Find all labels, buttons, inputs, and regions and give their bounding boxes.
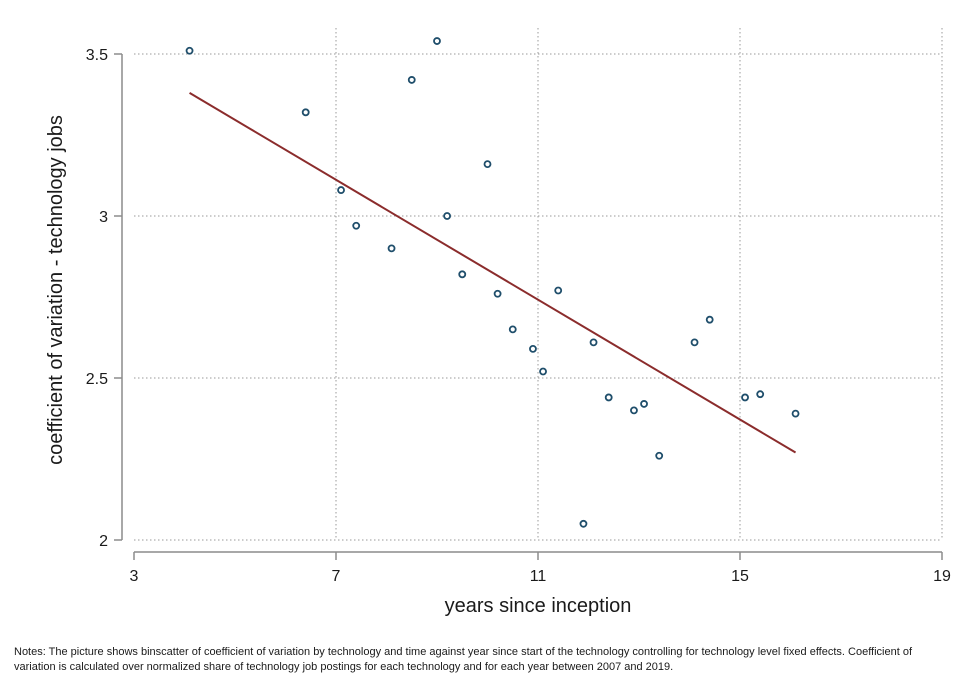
fit-line-group	[189, 92, 797, 454]
scatter-point	[791, 409, 800, 418]
scatter-point	[407, 76, 416, 84]
axes: 2 2.5 3 3.5 3 7 11 15 19	[86, 47, 951, 585]
scatter-point	[579, 519, 588, 528]
y-tick-label: 3	[99, 209, 108, 226]
x-tick-label: 7	[332, 568, 341, 585]
scatter-point	[554, 286, 563, 295]
scatter-point	[604, 393, 613, 402]
x-tick-label: 3	[130, 568, 139, 585]
scatter-point	[387, 244, 396, 253]
scatter-point	[458, 270, 467, 279]
scatter-point	[337, 186, 345, 194]
scatter-point	[690, 338, 699, 347]
scatter-point	[655, 451, 664, 460]
scatter-point	[352, 221, 361, 230]
scatter-point	[630, 406, 638, 415]
scatter-point	[301, 108, 310, 117]
x-axis-title: years since inception	[445, 595, 632, 617]
x-tick-label: 15	[731, 568, 749, 585]
scatter-point	[640, 400, 648, 408]
scatter-point	[443, 212, 452, 220]
scatter-point	[705, 315, 714, 324]
points-group	[185, 37, 800, 528]
notes-text: Notes: The picture shows binscatter of c…	[14, 646, 913, 673]
scatter-point	[589, 338, 598, 347]
scatter-point	[756, 390, 765, 399]
scatter-point	[529, 344, 537, 353]
scatter-point	[508, 325, 517, 334]
y-tick-label: 3.5	[86, 47, 108, 64]
y-tick-label: 2.5	[86, 371, 108, 388]
scatter-point	[433, 37, 441, 45]
scatter-point	[493, 289, 502, 298]
grid	[134, 28, 943, 541]
x-tick-label: 19	[933, 568, 951, 585]
y-tick-label: 2	[99, 533, 108, 550]
fit-line	[189, 92, 797, 454]
scatter-point	[483, 160, 492, 169]
x-tick-label: 11	[530, 568, 547, 585]
scatter-point	[539, 367, 547, 376]
scatter-point	[741, 393, 749, 402]
scatter-point	[185, 46, 194, 55]
chart: 2 2.5 3 3.5 3 7 11 15 19 years since inception c…	[45, 28, 951, 617]
y-axis-title: coefficient of variation - technology jo…	[45, 115, 67, 465]
